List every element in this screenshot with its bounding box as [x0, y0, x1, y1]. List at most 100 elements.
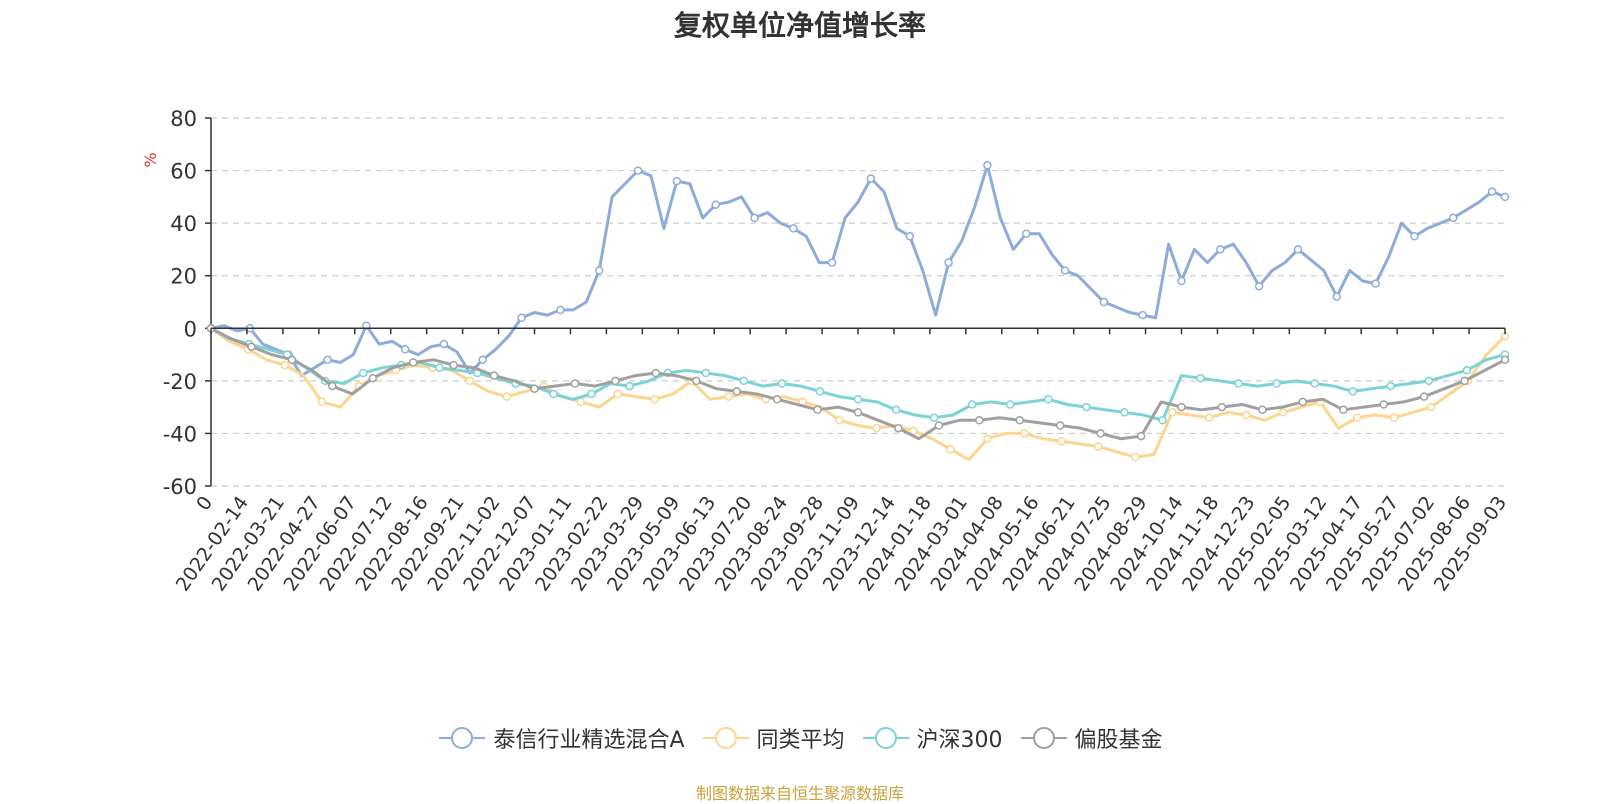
legend-label: 偏股基金 — [1074, 728, 1163, 753]
legend-symbol — [439, 727, 486, 749]
data-point — [1177, 276, 1186, 286]
data-point — [701, 368, 711, 378]
data-point — [1204, 413, 1214, 422]
data-point — [625, 381, 634, 391]
data-point — [1500, 355, 1510, 365]
data-point — [633, 166, 643, 175]
data-point — [813, 405, 822, 415]
data-point — [1352, 413, 1362, 422]
data-point — [983, 434, 992, 443]
legend-item[interactable]: 泰信行业精选混合A — [437, 722, 685, 754]
chart-title: 复权单位净值增长率 — [673, 9, 926, 42]
data-point — [328, 381, 337, 391]
data-point — [502, 392, 512, 401]
data-point — [358, 368, 368, 378]
data-point — [1462, 366, 1472, 375]
data-point — [724, 392, 733, 401]
data-point — [517, 313, 526, 323]
data-point — [672, 176, 682, 186]
legend-item[interactable]: 同类平均 — [701, 722, 845, 754]
data-point — [827, 258, 837, 267]
chart-legend: 泰信行业精选混合A 同类平均 沪深300 偏股基金 — [0, 722, 1600, 757]
y-tick-label: 40 — [170, 212, 197, 236]
data-point — [613, 389, 622, 399]
data-point — [1021, 229, 1031, 238]
data-point — [1258, 405, 1267, 415]
data-point — [1310, 379, 1319, 388]
data-point — [1487, 187, 1497, 196]
y-tick-label: -60 — [163, 475, 197, 499]
data-point — [1298, 397, 1308, 407]
data-point — [1348, 387, 1358, 396]
data-point — [368, 373, 378, 383]
data-point — [1120, 408, 1129, 417]
data-point — [739, 376, 749, 386]
data-point — [1015, 416, 1025, 425]
data-point — [1055, 421, 1065, 430]
data-point — [1293, 245, 1303, 254]
data-point — [489, 371, 499, 380]
y-axis-label: % — [141, 152, 160, 167]
data-point — [556, 305, 565, 315]
data-point — [465, 376, 475, 386]
y-tick-label: -40 — [163, 422, 197, 446]
data-point — [1096, 429, 1105, 438]
data-point — [711, 200, 720, 209]
data-point — [692, 376, 701, 386]
data-point — [967, 400, 977, 409]
data-point — [1332, 292, 1342, 301]
source-note: 制图数据来自恒生聚源数据库 — [695, 784, 904, 803]
series-line-1 — [209, 163, 1507, 378]
data-point — [975, 416, 984, 425]
data-point — [400, 345, 410, 354]
y-tick-label: -20 — [163, 370, 197, 394]
data-point — [853, 408, 863, 417]
data-point — [1500, 192, 1510, 202]
data-point — [1020, 429, 1029, 438]
data-point — [587, 389, 596, 399]
legend-marker — [1032, 727, 1055, 749]
data-point — [1278, 408, 1288, 417]
data-point — [1196, 373, 1205, 383]
data-point — [1371, 279, 1380, 288]
legend-symbol — [1020, 727, 1067, 749]
data-point — [1131, 452, 1140, 462]
data-point — [1410, 232, 1419, 241]
data-point — [317, 397, 327, 407]
legend-item[interactable]: 偏股基金 — [1019, 722, 1163, 754]
data-point — [1424, 376, 1434, 386]
data-point — [905, 232, 915, 241]
data-point — [287, 355, 297, 365]
data-point — [323, 355, 332, 365]
data-point — [815, 387, 825, 396]
data-point — [1044, 395, 1053, 404]
legend-marker — [874, 727, 897, 749]
y-tick-label: 0 — [184, 317, 197, 341]
data-point — [1339, 405, 1348, 415]
data-point — [835, 416, 844, 425]
data-point — [1426, 402, 1436, 412]
data-point — [594, 266, 604, 275]
data-point — [853, 395, 863, 404]
data-point — [1379, 400, 1388, 409]
data-point — [1060, 266, 1070, 275]
data-point — [1082, 402, 1091, 412]
data-point — [247, 342, 256, 351]
data-point — [1460, 376, 1469, 386]
data-point — [1216, 245, 1225, 254]
data-point — [866, 174, 876, 183]
data-point — [1138, 310, 1147, 320]
data-point — [1241, 410, 1251, 420]
data-point — [772, 395, 782, 404]
legend-item[interactable]: 沪深300 — [861, 722, 1003, 754]
data-point — [1389, 413, 1399, 422]
data-point — [946, 444, 955, 454]
data-point — [408, 358, 418, 367]
legend-symbol — [702, 727, 749, 749]
data-point — [1254, 281, 1264, 291]
data-point — [944, 258, 953, 267]
y-tick-label: 80 — [170, 107, 197, 131]
data-point — [611, 376, 620, 386]
legend-marker — [451, 727, 474, 749]
